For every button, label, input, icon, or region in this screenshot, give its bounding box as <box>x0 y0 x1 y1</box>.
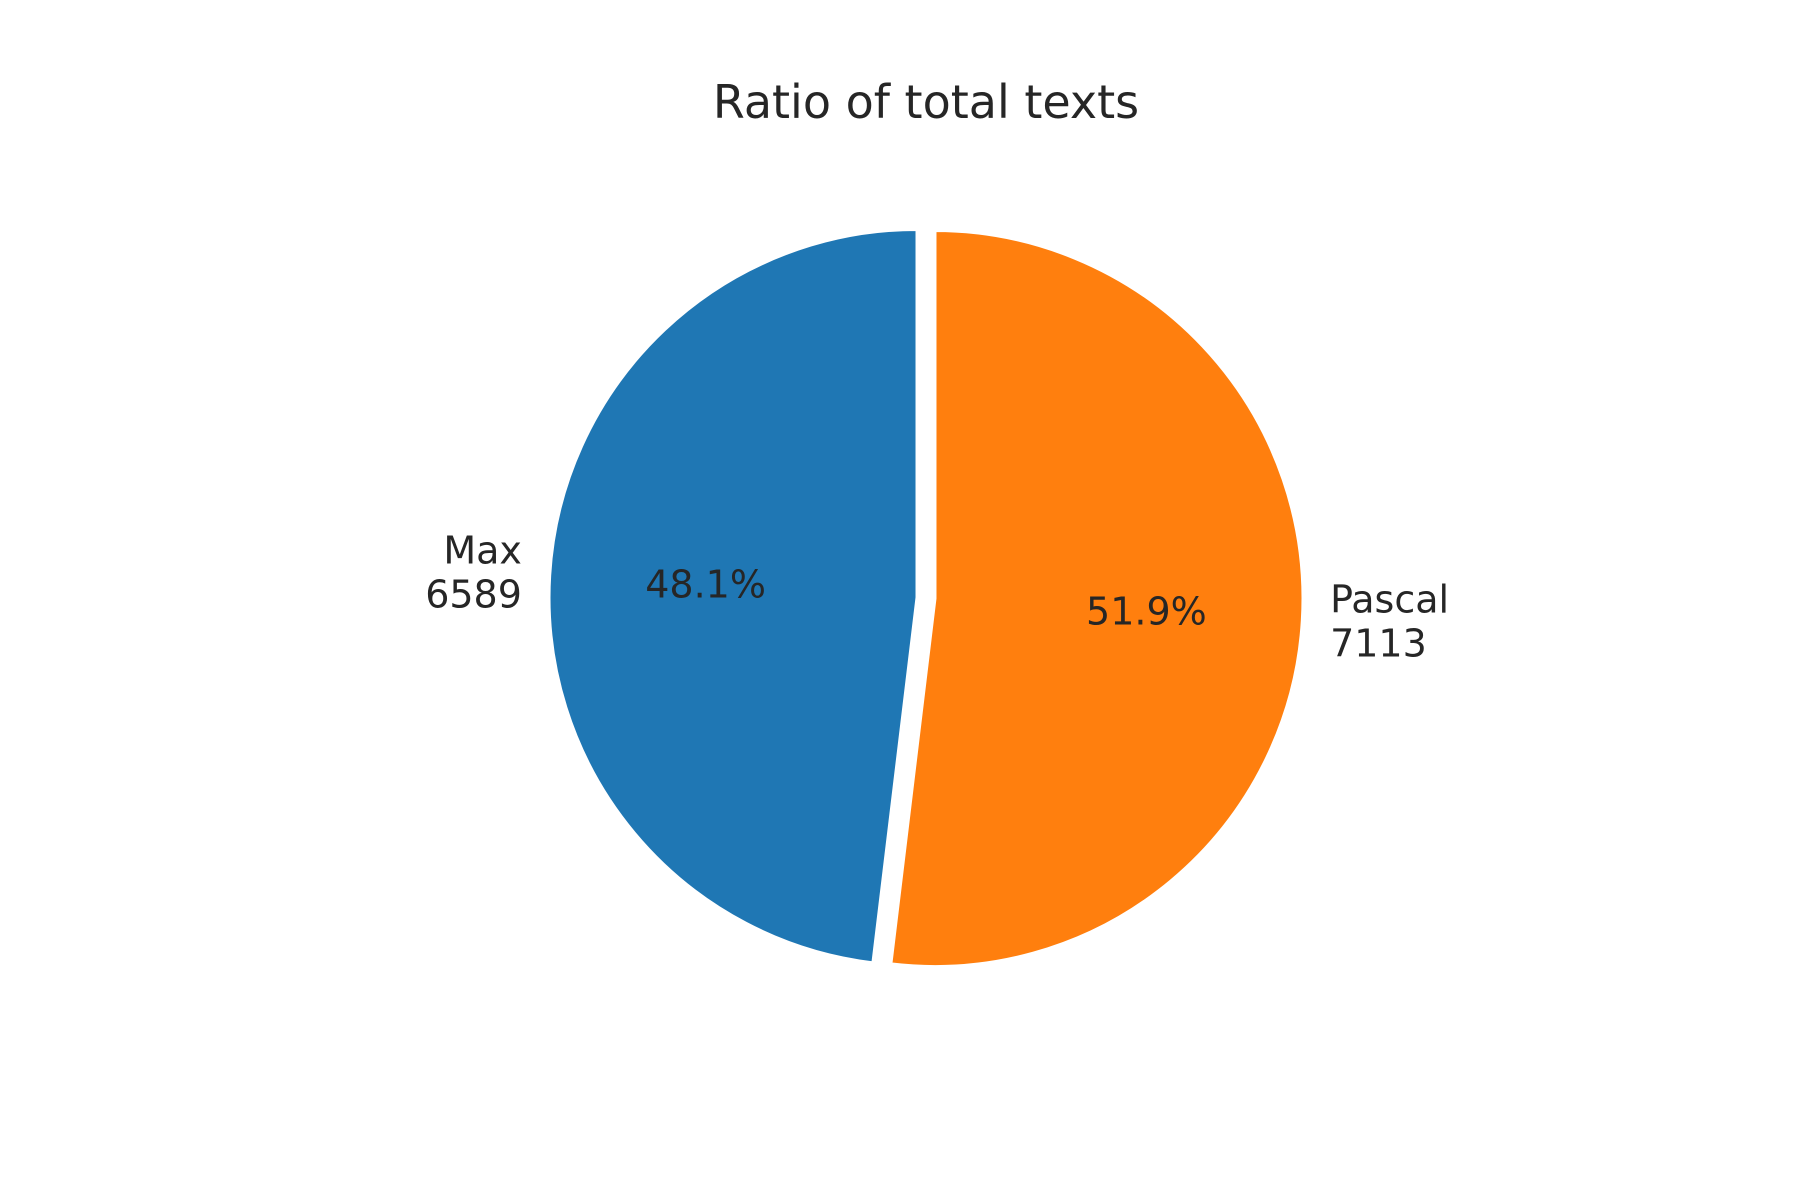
slice-label-name: Pascal <box>1330 577 1449 621</box>
pie-slice-pascal <box>889 229 1305 969</box>
slice-percent-max: 48.1% <box>645 563 766 607</box>
chart-title: Ratio of total texts <box>713 75 1139 129</box>
slice-label-value: 6589 <box>425 573 522 617</box>
slice-label-value: 7113 <box>1330 621 1427 665</box>
slice-label-max: Max 6589 <box>425 529 522 617</box>
pie-slice-max <box>547 227 919 965</box>
slices-layer <box>547 227 1305 969</box>
slice-label-name: Max <box>443 529 522 573</box>
slice-percent-pascal: 51.9% <box>1086 589 1207 633</box>
labels-layer: Max 6589 48.1% Pascal 7113 51.9% <box>425 529 1449 666</box>
slice-label-pascal: Pascal 7113 <box>1330 577 1449 665</box>
